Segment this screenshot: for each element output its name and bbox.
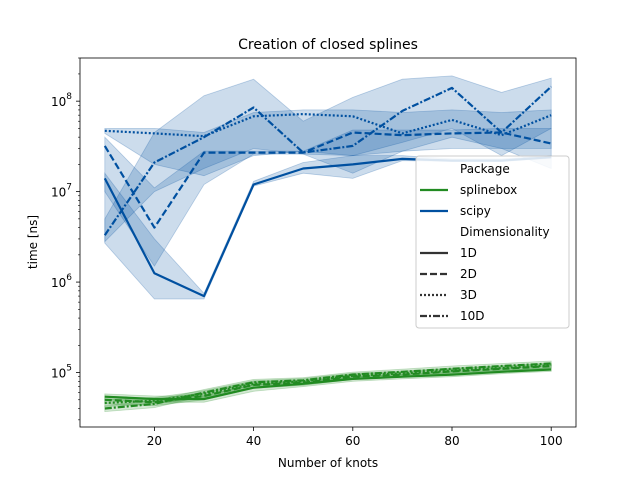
legend-title-dimensionality: Dimensionality (460, 225, 550, 239)
legend: Package splinebox scipy Dimensionality 1D 2D 3… (415, 155, 570, 329)
legend-entry-splinebox-label: splinebox (460, 183, 517, 197)
legend-entry-2d-label: 2D (460, 267, 477, 281)
legend-entry-scipy-label: scipy (460, 204, 491, 218)
y-tick-label: 107 (51, 183, 72, 200)
x-tick-label: 100 (540, 434, 563, 448)
x-tick-label: 60 (345, 434, 360, 448)
series-line-splinebox-10d (104, 362, 552, 410)
series-line-scipy-2d (103, 131, 552, 229)
y-tick-label: 105 (51, 364, 72, 381)
y-axis-label: time [ns] (26, 215, 40, 269)
chart-title: Creation of closed splines (238, 37, 418, 53)
legend-title-package: Package (460, 162, 510, 176)
band-scipy-10d (104, 75, 552, 243)
legend-entry-3d-label: 3D (460, 288, 477, 302)
y-axis: 105 106 107 108 (51, 57, 80, 421)
x-tick-label: 80 (444, 434, 459, 448)
legend-entry-1d-label: 1D (460, 246, 477, 260)
plot-frame (79, 57, 577, 428)
x-axis-label: Number of knots (278, 456, 378, 470)
legend-box (415, 155, 570, 329)
x-axis: 20 40 60 80 100 (147, 427, 563, 448)
y-tick-label: 106 (51, 273, 72, 290)
x-tick-label: 20 (147, 434, 162, 448)
legend-entry-10d-label: 10D (460, 309, 485, 323)
x-tick-label: 40 (246, 434, 261, 448)
series-line-scipy-3d (104, 112, 552, 138)
y-tick-label: 108 (51, 92, 72, 109)
